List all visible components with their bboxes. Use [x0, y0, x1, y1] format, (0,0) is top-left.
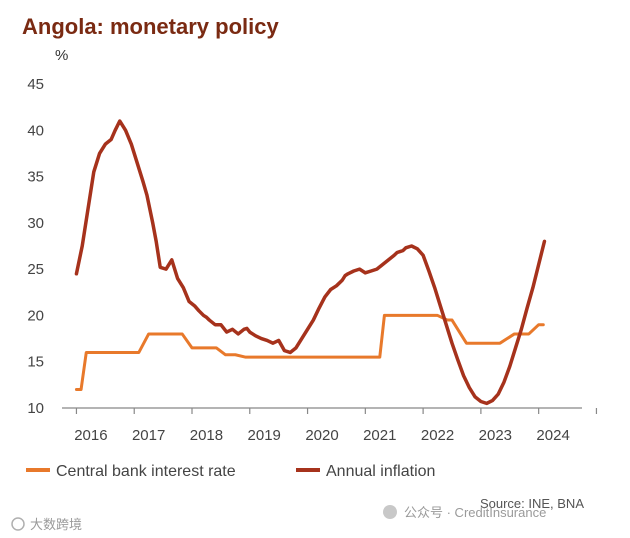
series-line-inflation [74, 119, 547, 406]
legend: Central bank interest rate Annual inflat… [26, 463, 435, 480]
x-tick-label-2016: 2016 [74, 427, 107, 444]
source-note: Source: INE, BNA [480, 496, 584, 511]
legend-label-interest-rate: Central bank interest rate [56, 463, 236, 480]
watermark: 大数跨境 公众号 · CreditInsurance [11, 505, 546, 532]
watermark-wechat-icon [383, 505, 397, 519]
x-tick-label-2024: 2024 [536, 427, 569, 444]
y-tick-label-15: 15 [27, 354, 44, 371]
x-tick-label-2023: 2023 [479, 427, 512, 444]
y-tick-label-10: 10 [27, 400, 44, 417]
series-line-interest-rate [74, 313, 545, 391]
y-axis-unit: % [55, 47, 68, 64]
y-tick-label-40: 40 [27, 122, 44, 139]
watermark-left-text: 大数跨境 [30, 517, 82, 532]
x-axis: 2016 2017 2018 2019 2020 2021 2022 2023 2024 [62, 407, 598, 444]
y-tick-label-45: 45 [27, 76, 44, 93]
legend-label-inflation: Annual inflation [326, 463, 435, 480]
y-tick-label-20: 20 [27, 307, 44, 324]
y-axis: 10 15 20 25 30 35 40 45 [27, 76, 44, 417]
x-tick-label-2018: 2018 [190, 427, 223, 444]
chart-title: Angola: monetary policy [22, 14, 279, 39]
y-tick-label-35: 35 [27, 169, 44, 186]
series-layer [74, 119, 547, 406]
x-tick-label-2017: 2017 [132, 427, 165, 444]
watermark-logo-icon [11, 517, 25, 531]
y-tick-label-25: 25 [27, 261, 44, 278]
y-tick-label-30: 30 [27, 215, 44, 232]
watermark-right-text: 公众号 · CreditInsurance [404, 505, 546, 520]
x-tick-label-2020: 2020 [305, 427, 338, 444]
x-tick-label-2019: 2019 [248, 427, 281, 444]
x-tick-label-2021: 2021 [363, 427, 396, 444]
x-tick-label-2022: 2022 [421, 427, 454, 444]
